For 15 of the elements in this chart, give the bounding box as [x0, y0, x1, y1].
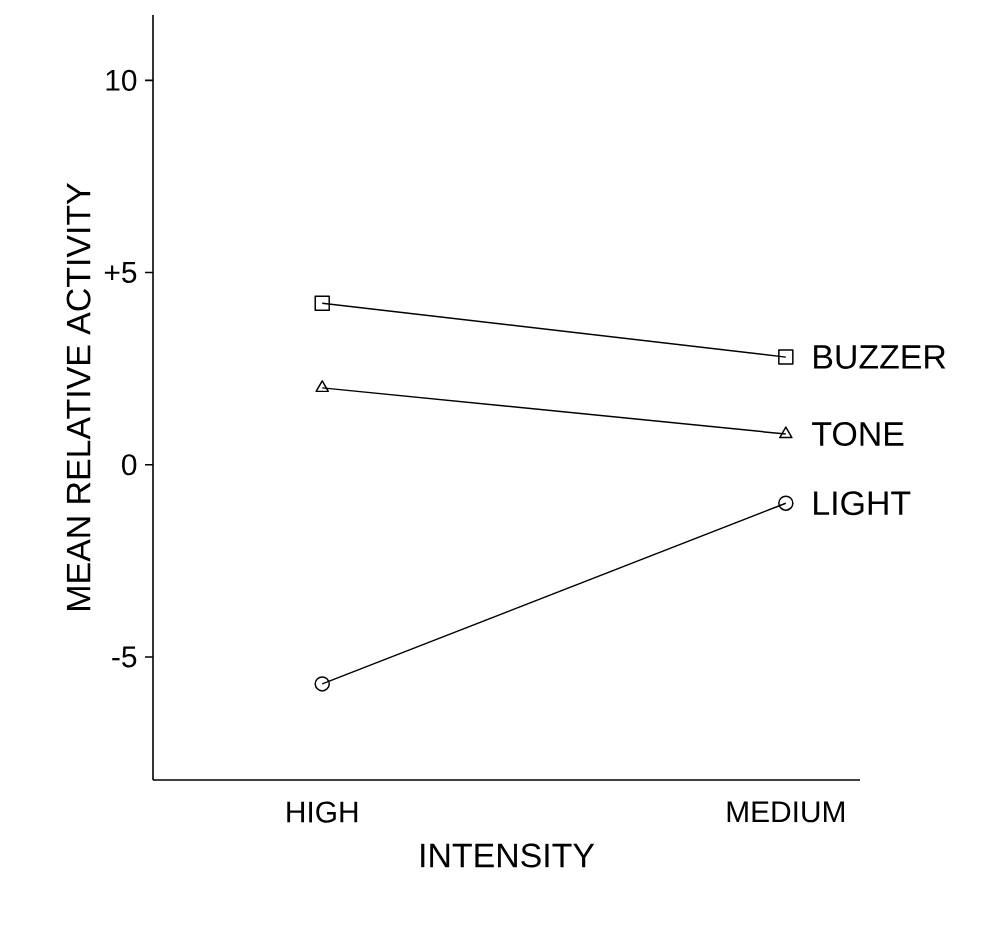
point: [778, 495, 794, 511]
x-tick-label: MEDIUM: [727, 801, 844, 823]
series-label: TONE: [812, 422, 904, 446]
point: [778, 349, 794, 365]
point: [314, 676, 330, 692]
point: [314, 295, 330, 312]
series-label: LIGHT: [814, 491, 911, 516]
y-tick-label: -5: [112, 646, 137, 668]
y-tick-label: 10: [106, 69, 137, 91]
series-label: BUZZER: [814, 345, 946, 369]
y-tick-label: 0: [122, 454, 137, 476]
y-axis-title: MEAN RELATIVE ACTIVITY: [66, 183, 91, 610]
y-tick-label: +5: [104, 262, 137, 283]
x-tick-label: HIGH: [287, 801, 358, 823]
x-axis-title: INTENSITY: [421, 843, 595, 868]
